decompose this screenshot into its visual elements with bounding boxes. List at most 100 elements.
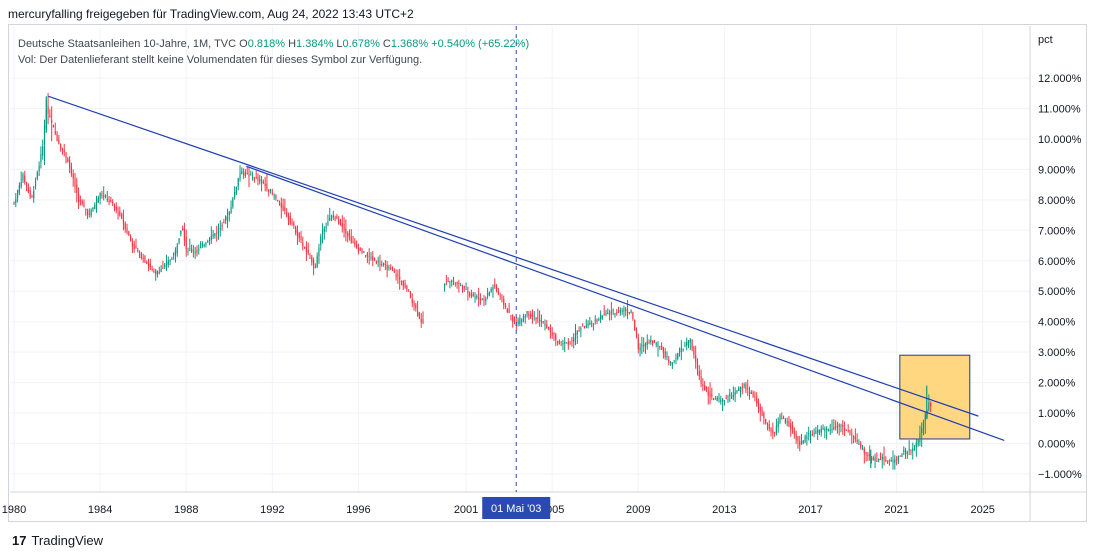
candle-body: [144, 255, 146, 263]
candle-body: [255, 177, 257, 179]
candle-body: [621, 310, 623, 312]
candle-body: [250, 174, 252, 176]
candle-body: [580, 327, 582, 329]
tradingview-logo[interactable]: 17 TradingView: [12, 533, 103, 548]
candle-body: [843, 427, 846, 431]
candle-body: [739, 387, 742, 393]
candle-body: [571, 339, 573, 341]
candle-body: [915, 442, 917, 448]
candle-body: [312, 260, 315, 266]
y-tick-label: 12.000%: [1038, 73, 1082, 85]
candle-body: [673, 360, 675, 362]
candle-body: [158, 271, 160, 273]
candle-body: [345, 228, 347, 234]
y-tick-label: 6.000%: [1038, 256, 1076, 268]
candle-body: [912, 448, 914, 452]
candle-body: [77, 193, 80, 202]
candle-body: [486, 292, 489, 296]
candle-body: [720, 399, 722, 403]
candle-body: [20, 182, 22, 188]
candle-body: [399, 276, 401, 280]
candle-body: [567, 341, 569, 346]
candle-body: [704, 385, 706, 391]
candle-body: [61, 147, 64, 150]
candle-body: [207, 241, 209, 243]
candle-body: [336, 216, 338, 219]
candle-body: [592, 324, 595, 326]
candle-body: [565, 342, 568, 344]
candle-body: [368, 255, 370, 257]
candle-body: [770, 428, 772, 432]
candle-body: [687, 340, 690, 346]
candle-body: [508, 308, 510, 313]
candle-body: [659, 345, 661, 348]
candle-body: [338, 219, 340, 224]
candle-body: [596, 319, 598, 322]
candle-body: [781, 418, 783, 420]
close-value: 1.368%: [390, 38, 429, 50]
candle-body: [363, 251, 365, 253]
candle-body: [791, 426, 794, 432]
candle-body: [99, 192, 101, 200]
candle-body: [128, 231, 130, 236]
change-value: +0.540%: [431, 38, 475, 50]
candle-body: [307, 250, 309, 253]
candle-body: [723, 400, 725, 402]
candle-body: [243, 173, 245, 176]
candle-body: [352, 241, 354, 243]
candle-body: [361, 249, 363, 254]
price-axis-unit: pct: [1038, 34, 1053, 46]
candle-body: [76, 184, 78, 194]
candle-body: [257, 177, 259, 180]
candle-body: [736, 390, 738, 392]
candle-body: [652, 341, 654, 344]
candle-body: [269, 189, 272, 191]
candle-body: [504, 305, 507, 308]
candle-body: [219, 227, 221, 230]
candle-body: [521, 319, 523, 322]
candle-body: [888, 459, 891, 461]
candle-body: [779, 414, 781, 423]
candle-body: [682, 348, 684, 351]
x-tick-label: 2025: [970, 504, 994, 516]
y-tick-label: 8.000%: [1038, 195, 1076, 207]
candle-body: [644, 343, 647, 347]
candle-body: [264, 183, 266, 187]
y-tick-label: 3.000%: [1038, 347, 1076, 359]
change-percent: (+65.22%): [478, 38, 530, 50]
candle-body: [16, 190, 19, 199]
candle-body: [397, 274, 399, 276]
candle-body: [650, 339, 652, 343]
candle-body: [350, 236, 352, 243]
candle-body: [42, 146, 44, 156]
candle-body: [456, 281, 458, 285]
candle-body: [822, 428, 824, 430]
candle-body: [808, 433, 810, 435]
symbol-name[interactable]: Deutsche Staatsanleihen 10-Jahre, 1M, TV…: [18, 38, 237, 50]
candle-body: [662, 347, 664, 353]
candle-body: [56, 133, 58, 141]
y-tick-label: 1.000%: [1038, 408, 1076, 420]
candle-body: [766, 423, 769, 425]
y-tick-label: 4.000%: [1038, 317, 1076, 329]
candle-body: [481, 299, 483, 301]
candle-body: [108, 200, 110, 203]
candle-body: [653, 339, 656, 343]
candle-body: [705, 387, 708, 390]
candle-body: [147, 263, 150, 267]
candle-body: [51, 120, 53, 123]
candle-body: [845, 429, 847, 431]
candle-body: [549, 327, 551, 333]
candle-body: [903, 450, 905, 452]
candle-body: [122, 218, 125, 224]
candle-body: [343, 223, 345, 231]
candle-body: [162, 267, 164, 269]
y-tick-label: 0.000%: [1038, 439, 1076, 451]
candle-body: [535, 317, 537, 320]
candle-body: [284, 207, 286, 212]
candle-body: [626, 309, 629, 313]
candle-body: [782, 417, 785, 419]
candle-body: [612, 310, 614, 312]
candle-body: [117, 212, 119, 215]
